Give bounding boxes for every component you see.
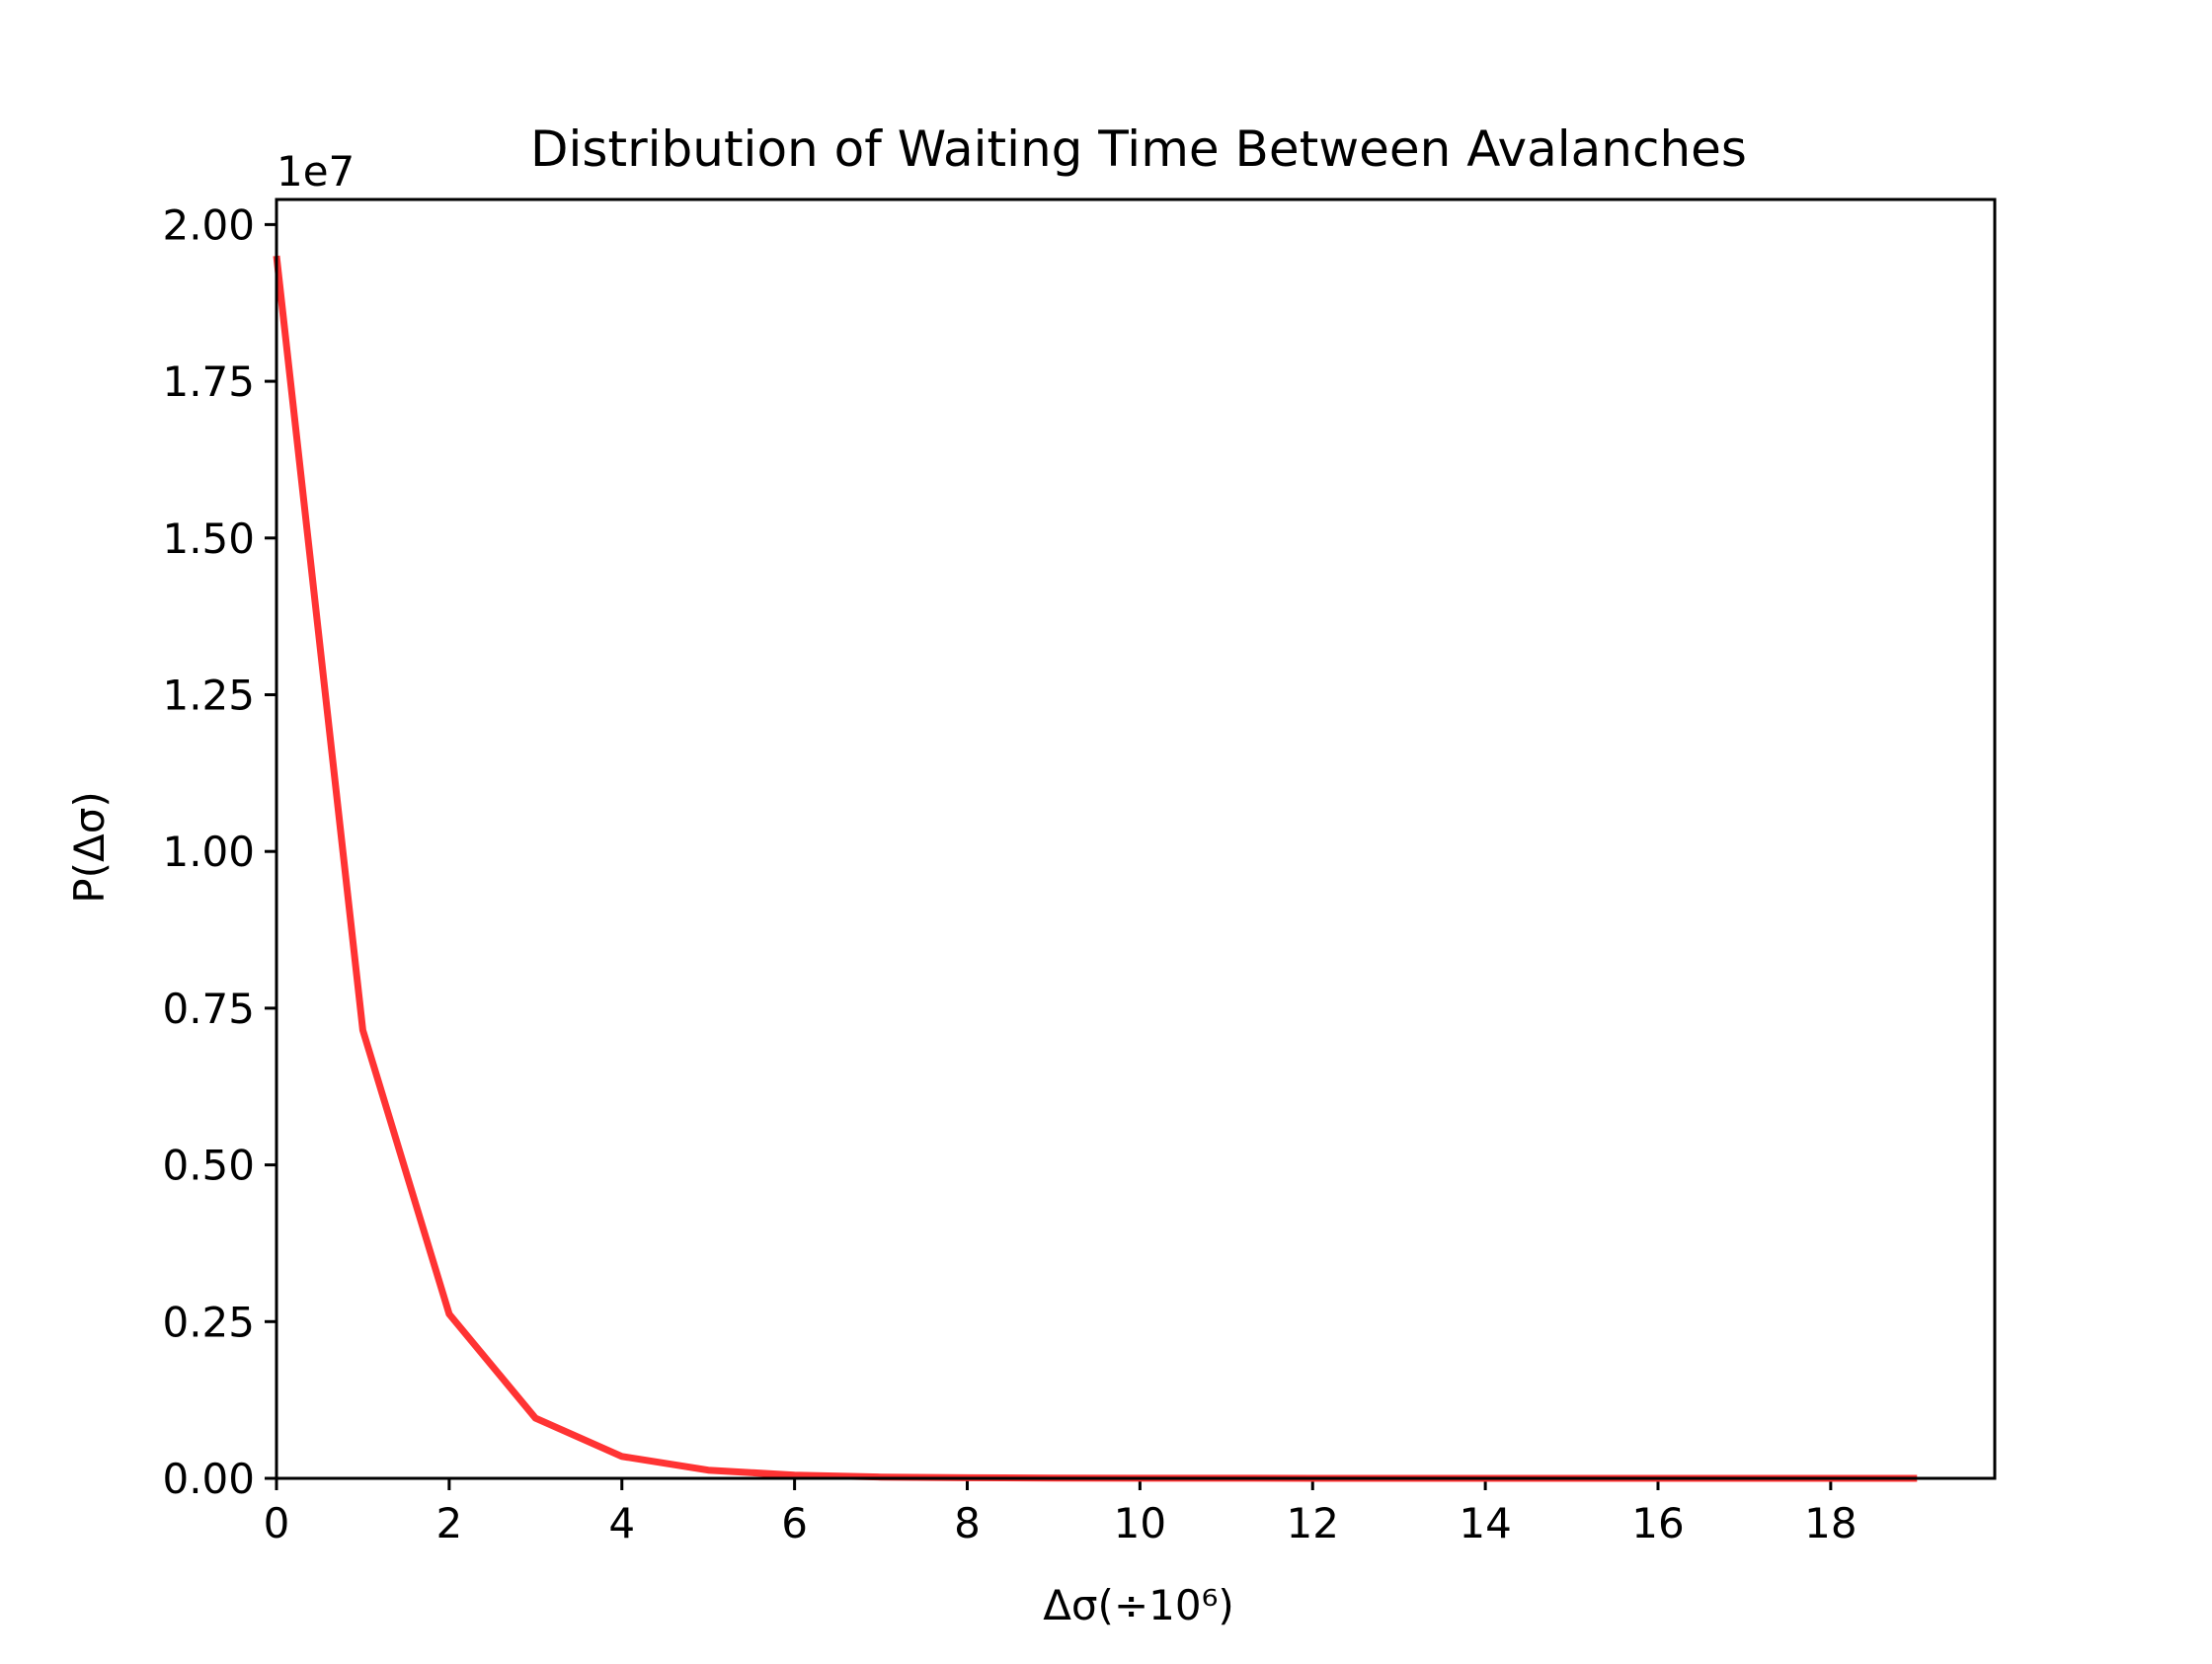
plot-area-frame [275, 198, 1997, 1480]
x-tick-label: 16 [1631, 1499, 1684, 1547]
y-tick-label: 1.50 [162, 515, 255, 563]
y-tick-label: 0.50 [162, 1142, 255, 1190]
y-tick-label: 0.75 [162, 985, 255, 1033]
x-tick-label: 10 [1114, 1499, 1166, 1547]
y-tick-label: 1.00 [162, 828, 255, 876]
y-offset-text: 1e7 [276, 147, 355, 196]
x-tick-label: 8 [954, 1499, 981, 1547]
x-tick-label: 18 [1804, 1499, 1856, 1547]
x-tick-label: 12 [1287, 1499, 1339, 1547]
x-tick-label: 4 [608, 1499, 635, 1547]
x-tick-label: 14 [1459, 1499, 1511, 1547]
x-axis-label: Δσ(÷10⁶) [1043, 1581, 1234, 1629]
y-axis-label: P(Δσ) [65, 791, 114, 903]
chart-title: Distribution of Waiting Time Between Ava… [530, 120, 1747, 178]
x-tick-label: 2 [436, 1499, 463, 1547]
y-tick-label: 0.00 [162, 1455, 255, 1503]
y-tick-label: 1.25 [162, 671, 255, 719]
y-tick-label: 2.00 [162, 200, 255, 249]
x-tick-label: 6 [781, 1499, 808, 1547]
x-tick-label: 0 [264, 1499, 290, 1547]
y-tick-label: 0.25 [162, 1298, 255, 1346]
y-tick-label: 1.75 [162, 357, 255, 406]
